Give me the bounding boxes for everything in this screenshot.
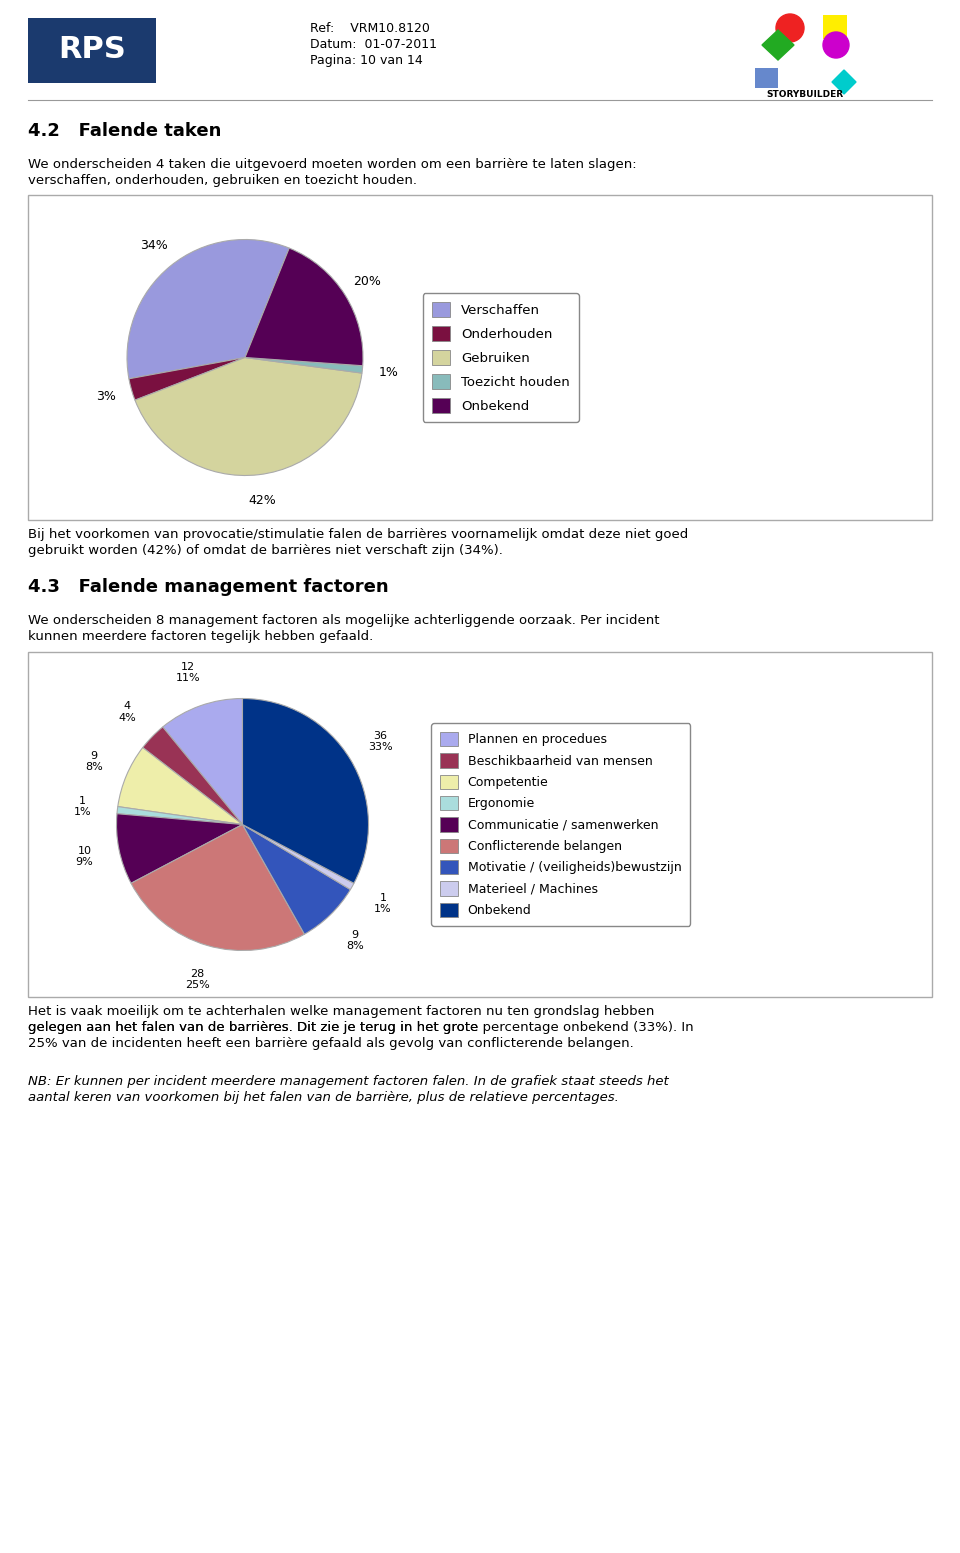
Text: RPS: RPS: [59, 36, 126, 65]
Wedge shape: [135, 357, 362, 475]
Text: Bij het voorkomen van provocatie/stimulatie falen de barrières voornamelijk omda: Bij het voorkomen van provocatie/stimula…: [28, 528, 688, 540]
Text: gebruikt worden (42%) of omdat de barrières niet verschaft zijn (34%).: gebruikt worden (42%) of omdat de barriè…: [28, 544, 503, 558]
Text: STORYBUILDER: STORYBUILDER: [766, 90, 844, 99]
Text: 28
25%: 28 25%: [184, 969, 209, 989]
Legend: Plannen en procedues, Beschikbaarheid van mensen, Competentie, Ergonomie, Commun: Plannen en procedues, Beschikbaarheid va…: [431, 724, 690, 926]
Text: gelegen aan het falen van de barrières. Dit zie je terug in het grote: gelegen aan het falen van de barrières. …: [28, 1020, 483, 1034]
Text: 34%: 34%: [140, 239, 168, 253]
Text: 3%: 3%: [97, 390, 116, 404]
Wedge shape: [118, 747, 243, 825]
Text: 42%: 42%: [249, 494, 276, 506]
Text: Het is vaak moeilijk om te achterhalen welke management factoren nu ten grondsla: Het is vaak moeilijk om te achterhalen w…: [28, 1005, 655, 1019]
Text: 4.3   Falende management factoren: 4.3 Falende management factoren: [28, 578, 389, 596]
Bar: [755, 68, 778, 89]
Text: 20%: 20%: [353, 275, 381, 287]
Text: gelegen aan het falen van de barrières. Dit zie je terug in het grote percentage: gelegen aan het falen van de barrières. …: [28, 1020, 694, 1034]
Bar: [28, 652, 932, 997]
Wedge shape: [143, 727, 243, 825]
Wedge shape: [243, 699, 369, 884]
Text: Datum:  01-07-2011: Datum: 01-07-2011: [310, 37, 437, 51]
Text: verschaffen, onderhouden, gebruiken en toezicht houden.: verschaffen, onderhouden, gebruiken en t…: [28, 174, 417, 186]
Wedge shape: [129, 357, 245, 401]
Text: 36
33%: 36 33%: [369, 730, 393, 752]
Wedge shape: [117, 806, 243, 825]
Legend: Verschaffen, Onderhouden, Gebruiken, Toezicht houden, Onbekend: Verschaffen, Onderhouden, Gebruiken, Toe…: [422, 294, 579, 422]
Wedge shape: [127, 239, 289, 379]
Text: aantal keren van voorkomen bij het falen van de barrière, plus de relatieve perc: aantal keren van voorkomen bij het falen…: [28, 1092, 619, 1104]
Text: NB: Er kunnen per incident meerdere management factoren falen. In de grafiek sta: NB: Er kunnen per incident meerdere mana…: [28, 1075, 669, 1089]
Wedge shape: [245, 248, 363, 365]
Text: 4
4%: 4 4%: [118, 702, 135, 722]
Wedge shape: [245, 357, 363, 373]
Wedge shape: [243, 825, 354, 890]
Polygon shape: [832, 70, 856, 95]
Wedge shape: [163, 699, 243, 825]
Wedge shape: [132, 825, 304, 950]
Polygon shape: [762, 30, 794, 61]
Bar: [28, 196, 932, 520]
Text: 25% van de incidenten heeft een barrière gefaald als gevolg van conflicterende b: 25% van de incidenten heeft een barrière…: [28, 1037, 634, 1050]
Circle shape: [823, 33, 849, 57]
Text: 4.2   Falende taken: 4.2 Falende taken: [28, 123, 222, 140]
Wedge shape: [243, 825, 350, 935]
Text: 9
8%: 9 8%: [346, 930, 364, 950]
Text: gelegen aan het falen van de barrières. Dit zie je terug in het grote: gelegen aan het falen van de barrières. …: [28, 1020, 483, 1034]
Text: kunnen meerdere factoren tegelijk hebben gefaald.: kunnen meerdere factoren tegelijk hebben…: [28, 631, 373, 643]
Circle shape: [776, 14, 804, 42]
Wedge shape: [116, 814, 243, 884]
Text: 10
9%: 10 9%: [76, 846, 93, 867]
Bar: [28, 19, 156, 82]
Text: 1%: 1%: [378, 365, 398, 379]
Bar: [823, 16, 847, 39]
Text: Ref:    VRM10.8120: Ref: VRM10.8120: [310, 22, 430, 36]
Text: 1
1%: 1 1%: [374, 893, 392, 915]
Text: We onderscheiden 4 taken die uitgevoerd moeten worden om een barrière te laten s: We onderscheiden 4 taken die uitgevoerd …: [28, 158, 636, 171]
Text: 1
1%: 1 1%: [74, 795, 91, 817]
Text: 12
11%: 12 11%: [176, 662, 201, 683]
Text: We onderscheiden 8 management factoren als mogelijke achterliggende oorzaak. Per: We onderscheiden 8 management factoren a…: [28, 613, 660, 627]
Text: 9
8%: 9 8%: [85, 752, 103, 772]
Text: Pagina: 10 van 14: Pagina: 10 van 14: [310, 54, 422, 67]
